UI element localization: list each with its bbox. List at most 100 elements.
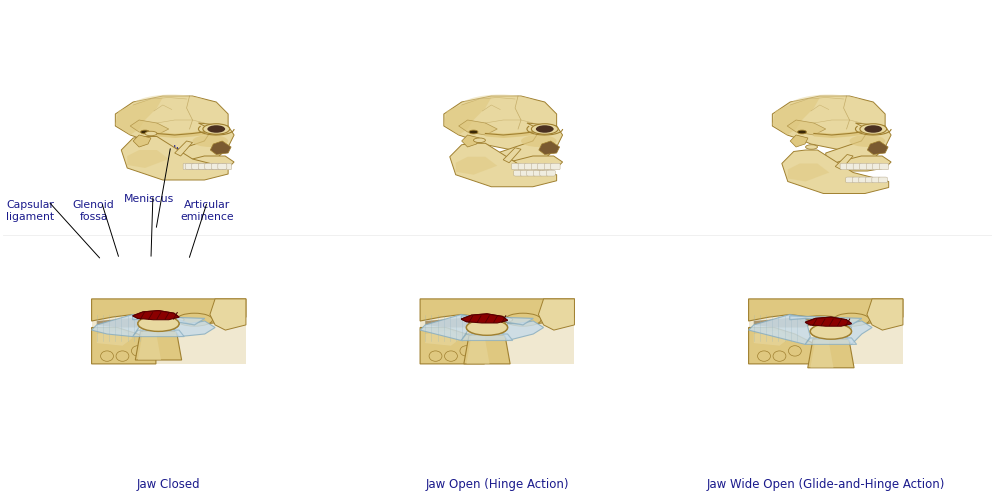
Polygon shape [539,299,574,330]
Polygon shape [210,299,246,330]
Ellipse shape [116,351,129,362]
FancyBboxPatch shape [184,163,192,170]
Polygon shape [426,330,461,345]
Ellipse shape [460,346,473,356]
Polygon shape [773,98,819,135]
Polygon shape [825,123,891,168]
Ellipse shape [800,316,841,324]
Ellipse shape [532,124,558,134]
Polygon shape [133,330,185,336]
Polygon shape [503,148,521,163]
Polygon shape [754,317,820,328]
Ellipse shape [203,124,229,134]
Polygon shape [420,314,477,340]
Ellipse shape [207,125,225,132]
Ellipse shape [806,145,817,149]
Ellipse shape [132,346,144,356]
FancyBboxPatch shape [514,170,523,176]
Polygon shape [130,120,169,135]
Ellipse shape [788,94,870,122]
Polygon shape [791,135,807,147]
Ellipse shape [466,320,508,336]
Polygon shape [788,164,829,182]
Polygon shape [749,328,812,364]
FancyBboxPatch shape [218,164,227,170]
FancyBboxPatch shape [216,163,225,170]
FancyBboxPatch shape [547,170,556,176]
FancyBboxPatch shape [189,163,199,170]
Polygon shape [133,135,151,147]
Polygon shape [539,141,559,154]
Polygon shape [461,314,508,323]
FancyBboxPatch shape [534,170,543,176]
Ellipse shape [521,135,557,147]
Polygon shape [91,299,246,325]
Polygon shape [461,135,479,147]
Bar [91,299,246,364]
Polygon shape [464,336,510,364]
FancyBboxPatch shape [527,170,536,176]
Polygon shape [443,96,557,150]
Ellipse shape [798,130,806,134]
Polygon shape [810,339,833,368]
Polygon shape [169,123,234,168]
Polygon shape [133,310,180,320]
FancyBboxPatch shape [196,163,205,170]
Bar [420,299,574,364]
Polygon shape [509,156,562,171]
Polygon shape [97,317,164,328]
Text: Jaw Closed: Jaw Closed [137,478,200,491]
Ellipse shape [810,324,851,339]
FancyBboxPatch shape [518,163,528,170]
Ellipse shape [469,130,478,134]
FancyBboxPatch shape [840,163,849,170]
FancyBboxPatch shape [545,163,554,170]
Polygon shape [443,98,491,135]
Ellipse shape [833,313,870,326]
FancyBboxPatch shape [211,164,220,170]
Polygon shape [91,328,156,364]
FancyBboxPatch shape [512,163,521,170]
Polygon shape [749,299,903,325]
FancyBboxPatch shape [859,177,868,183]
Ellipse shape [810,324,851,339]
Text: Jaw Wide Open (Glide-and-Hinge Action): Jaw Wide Open (Glide-and-Hinge Action) [706,478,945,491]
Ellipse shape [145,131,157,136]
FancyBboxPatch shape [878,177,888,183]
Ellipse shape [849,135,885,147]
Polygon shape [837,156,891,171]
Text: Glenoid
fossa: Glenoid fossa [72,200,114,222]
Polygon shape [449,143,557,186]
Polygon shape [754,330,790,345]
Polygon shape [458,120,497,135]
Ellipse shape [473,138,485,142]
FancyBboxPatch shape [866,163,876,170]
Ellipse shape [789,346,802,356]
Polygon shape [115,96,228,150]
FancyBboxPatch shape [852,177,861,183]
Ellipse shape [138,316,180,332]
FancyBboxPatch shape [204,164,214,170]
Text: Jaw Open (Hinge Action): Jaw Open (Hinge Action) [426,478,569,491]
Polygon shape [806,317,851,326]
Polygon shape [97,330,133,345]
Polygon shape [133,310,180,320]
Polygon shape [420,299,574,325]
Polygon shape [426,317,492,328]
FancyBboxPatch shape [186,164,194,170]
Polygon shape [846,321,872,344]
Ellipse shape [138,316,180,332]
Text: Condyloid
process: Condyloid process [149,145,203,167]
Ellipse shape [143,316,185,324]
Polygon shape [806,317,851,326]
Polygon shape [181,156,234,171]
FancyBboxPatch shape [540,170,549,176]
Polygon shape [788,120,825,135]
Polygon shape [133,316,204,325]
Ellipse shape [818,328,833,332]
Polygon shape [835,154,853,170]
Text: Meniscus: Meniscus [124,194,175,204]
Polygon shape [867,141,888,154]
Ellipse shape [758,351,771,362]
Ellipse shape [466,320,508,336]
